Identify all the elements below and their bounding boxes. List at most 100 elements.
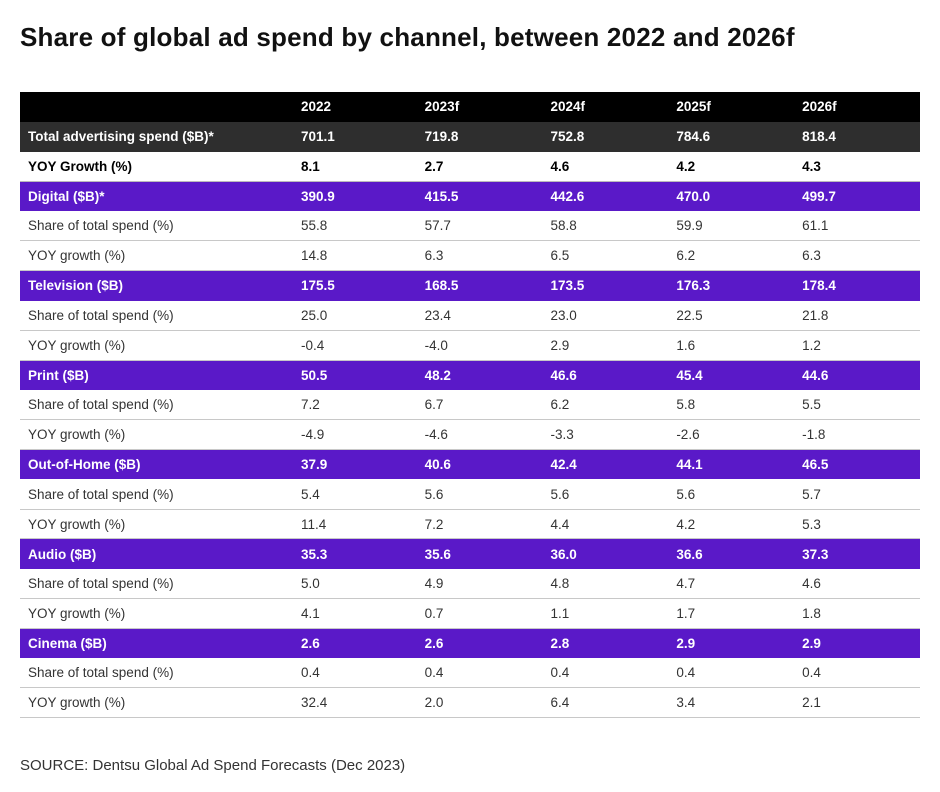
row-label: Share of total spend (%): [20, 211, 293, 242]
table-row: YOY growth (%) -0.4 -4.0 2.9 1.6 1.2: [20, 330, 920, 361]
value-cell: 23.0: [542, 300, 669, 331]
row-label: Television ($B): [20, 270, 293, 301]
value-cell: 37.3: [794, 538, 920, 569]
table-row: YOY growth (%) 32.4 2.0 6.4 3.4 2.1: [20, 687, 920, 719]
value-cell: -4.6: [416, 419, 543, 451]
table-row: YOY Growth (%) 8.1 2.7 4.6 4.2 4.3: [20, 151, 920, 182]
value-cell: 0.4: [668, 658, 795, 689]
value-cell: -0.4: [293, 330, 417, 361]
table-row: Share of total spend (%) 5.4 5.6 5.6 5.6 5.7: [20, 479, 920, 510]
value-cell: 4.6: [542, 151, 669, 182]
table-row: YOY growth (%) -4.9 -4.6 -3.3 -2.6 -1.8: [20, 419, 920, 451]
value-cell: 0.7: [416, 598, 543, 629]
row-label: YOY growth (%): [20, 598, 293, 629]
value-cell: 23.4: [416, 300, 543, 331]
column-header-2025f: 2025f: [668, 92, 795, 122]
row-label: Share of total spend (%): [20, 300, 293, 331]
table-row: Total advertising spend ($B)* 701.1 719.8 7…: [20, 121, 920, 152]
table-row: Out-of-Home ($B) 37.9 40.6 42.4 44.1 46.5: [20, 449, 920, 480]
table-row: YOY growth (%) 11.4 7.2 4.4 4.2 5.3: [20, 509, 920, 540]
value-cell: 35.3: [293, 538, 417, 569]
value-cell: 59.9: [668, 211, 795, 242]
value-cell: 5.7: [794, 479, 920, 510]
value-cell: 415.5: [416, 181, 543, 212]
row-label: Cinema ($B): [20, 628, 293, 659]
value-cell: 46.5: [794, 449, 920, 480]
value-cell: -4.0: [416, 330, 543, 361]
value-cell: 44.1: [668, 449, 795, 480]
value-cell: 2.1: [794, 687, 920, 719]
table-row: Share of total spend (%) 55.8 57.7 58.8 59.9…: [20, 211, 920, 242]
value-cell: 7.2: [416, 509, 543, 540]
value-cell: 6.3: [416, 240, 543, 272]
row-label: Share of total spend (%): [20, 658, 293, 689]
value-cell: 4.1: [293, 598, 417, 629]
value-cell: 4.2: [668, 509, 795, 540]
table-row: Audio ($B) 35.3 35.6 36.0 36.6 37.3: [20, 538, 920, 569]
value-cell: 21.8: [794, 300, 920, 331]
row-label: YOY Growth (%): [20, 151, 293, 182]
value-cell: 0.4: [416, 658, 543, 689]
table-row: YOY growth (%) 4.1 0.7 1.1 1.7 1.8: [20, 598, 920, 629]
value-cell: 55.8: [293, 211, 417, 242]
value-cell: 14.8: [293, 240, 417, 272]
value-cell: 0.4: [293, 658, 417, 689]
header-row: 2022 2023f 2024f 2025f 2026f: [20, 92, 920, 122]
value-cell: -1.8: [794, 419, 920, 451]
value-cell: 6.4: [542, 687, 669, 719]
value-cell: 36.0: [542, 538, 669, 569]
value-cell: 4.8: [542, 568, 669, 600]
value-cell: 45.4: [668, 360, 795, 390]
value-cell: 1.7: [668, 598, 795, 629]
row-label: Audio ($B): [20, 538, 293, 569]
value-cell: 5.3: [794, 509, 920, 540]
column-header-2022: 2022: [293, 92, 417, 122]
value-cell: 36.6: [668, 538, 795, 569]
value-cell: 50.5: [293, 360, 417, 390]
value-cell: 173.5: [542, 270, 669, 301]
value-cell: 2.0: [416, 687, 543, 719]
value-cell: 2.9: [794, 628, 920, 659]
table-row: Digital ($B)* 390.9 415.5 442.6 470.0 499.7: [20, 181, 920, 212]
value-cell: 3.4: [668, 687, 795, 719]
row-label: YOY growth (%): [20, 419, 293, 451]
value-cell: 42.4: [542, 449, 669, 480]
row-label: Share of total spend (%): [20, 389, 293, 421]
column-header-2026f: 2026f: [794, 92, 920, 122]
value-cell: 32.4: [293, 687, 417, 719]
value-cell: 48.2: [416, 360, 543, 390]
source-note: SOURCE: Dentsu Global Ad Spend Forecasts…: [20, 757, 406, 774]
value-cell: 22.5: [668, 300, 795, 331]
row-label: YOY growth (%): [20, 687, 293, 719]
value-cell: 818.4: [794, 121, 920, 152]
value-cell: 25.0: [293, 300, 417, 331]
value-cell: 175.5: [293, 270, 417, 301]
column-header-2024f: 2024f: [542, 92, 669, 122]
value-cell: 40.6: [416, 449, 543, 480]
page-title: Share of global ad spend by channel, bet…: [20, 22, 795, 52]
value-cell: 5.6: [542, 479, 669, 510]
value-cell: 5.8: [668, 389, 795, 421]
value-cell: 58.8: [542, 211, 669, 242]
row-label: Share of total spend (%): [20, 479, 293, 510]
value-cell: 44.6: [794, 360, 920, 390]
value-cell: 4.7: [668, 568, 795, 600]
table-row: Share of total spend (%) 5.0 4.9 4.8 4.7 4.6: [20, 568, 920, 600]
table-row: Share of total spend (%) 0.4 0.4 0.4 0.4 0.4: [20, 658, 920, 689]
value-cell: -4.9: [293, 419, 417, 451]
table-row: Share of total spend (%) 25.0 23.4 23.0 22.5…: [20, 300, 920, 331]
value-cell: 499.7: [794, 181, 920, 212]
table-row: Print ($B) 50.5 48.2 46.6 45.4 44.6: [20, 360, 920, 390]
value-cell: 46.6: [542, 360, 669, 390]
value-cell: 2.9: [668, 628, 795, 659]
value-cell: 2.6: [416, 628, 543, 659]
value-cell: 390.9: [293, 181, 417, 212]
value-cell: 176.3: [668, 270, 795, 301]
value-cell: 1.2: [794, 330, 920, 361]
value-cell: 7.2: [293, 389, 417, 421]
value-cell: 752.8: [542, 121, 669, 152]
row-label: Print ($B): [20, 360, 293, 390]
value-cell: 1.8: [794, 598, 920, 629]
value-cell: 2.8: [542, 628, 669, 659]
table-body: Total advertising spend ($B)* 701.1 719.8 7…: [20, 121, 920, 719]
